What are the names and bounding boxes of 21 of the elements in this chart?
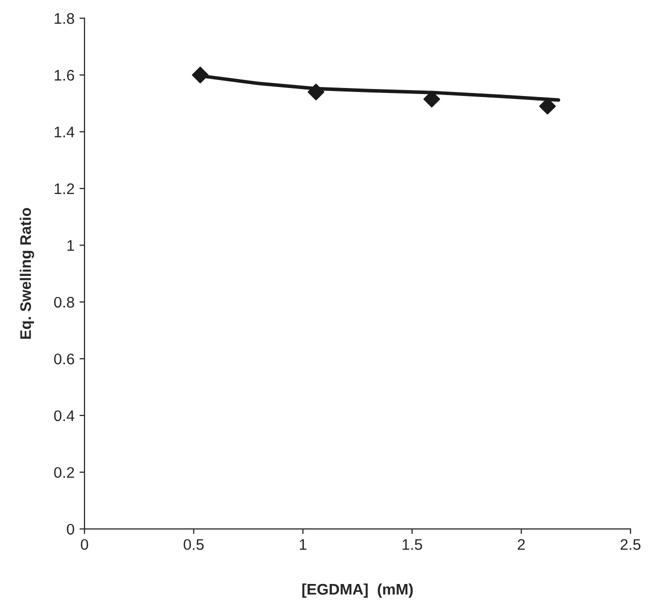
point (308, 84, 324, 100)
x-tick-label: 1 (300, 539, 306, 550)
y-tick-label: 0.4 (54, 410, 74, 422)
y-tick-label: 0.2 (54, 467, 74, 478)
x-tick-label: 0 (80, 539, 88, 550)
x-axis-title: [EGDMA] (mM) (302, 583, 413, 598)
y-tick-label: 1.6 (54, 70, 74, 81)
y-tick-label: 0 (66, 524, 74, 535)
y-tick-label: 0.6 (54, 354, 74, 364)
x-tick-label: 2 (518, 539, 525, 550)
x-tick-label: 2.5 (620, 539, 640, 550)
y-tick-label: 1 (67, 240, 74, 251)
y-tick-label: 1.4 (54, 126, 74, 138)
y-axis-title: Eq. Swelling Ratio (20, 208, 34, 339)
point (423, 90, 440, 108)
y-tick-label: 1.2 (54, 183, 74, 194)
x-tick-label: 0.5 (184, 539, 204, 550)
x-tick-label: 1.5 (402, 539, 422, 550)
y-tick-label: 1.8 (54, 13, 74, 24)
y-tick-label: 0.8 (54, 296, 74, 308)
point (192, 66, 209, 84)
